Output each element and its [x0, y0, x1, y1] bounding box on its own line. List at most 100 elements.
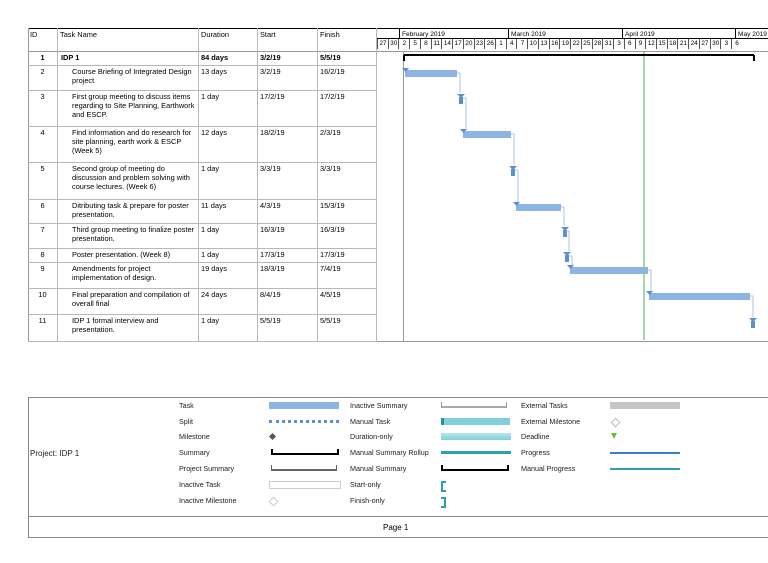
- legend-label: Manual Progress: [521, 464, 576, 473]
- timescale-tick: [377, 39, 378, 49]
- cell-task-name: Poster presentation. (Week 8): [72, 250, 171, 259]
- cell-id: 4: [40, 128, 45, 137]
- table-top-border: [28, 28, 768, 29]
- timescale-tick: [634, 39, 636, 49]
- timescale-day: 27: [701, 40, 709, 47]
- cell-task-name: IDP 1 formal interview and presentation.: [72, 316, 159, 335]
- cell-task-name: Course Briefing of Integrated Design pro…: [72, 67, 192, 86]
- task-bar: [649, 293, 750, 300]
- timescale-tick: [537, 39, 539, 49]
- task-bar-short: [563, 230, 567, 237]
- cell-start: 18/2/19: [260, 128, 285, 137]
- task-link: [569, 255, 573, 265]
- cell-finish: 17/3/19: [320, 250, 345, 259]
- timescale-day: 2: [402, 40, 407, 47]
- row-divider: [28, 65, 377, 66]
- legend-label: External Tasks: [521, 401, 568, 410]
- legend-summary-symbol: [271, 449, 339, 455]
- cell-finish: 16/3/19: [320, 225, 345, 234]
- timescale-tick: [387, 39, 389, 49]
- cell-id: 10: [38, 290, 47, 299]
- row-divider: [28, 248, 377, 249]
- cell-id: 5: [40, 164, 45, 173]
- chart-left-border: [403, 51, 404, 342]
- legend-label: Deadline: [521, 432, 550, 441]
- row-divider: [28, 90, 377, 91]
- summary-bar-start-cap: [403, 55, 405, 61]
- task-bar-marker: [457, 94, 465, 98]
- col-divider-duration: [257, 28, 258, 342]
- task-link: [750, 295, 754, 317]
- legend-external-milestone-symbol: [610, 417, 621, 428]
- cell-id: 9: [40, 264, 45, 273]
- timescale-day: 10: [529, 40, 537, 47]
- row-divider: [28, 341, 377, 342]
- timescale-tick: [559, 39, 561, 49]
- legend-manual-summary-symbol: [441, 465, 509, 471]
- task-bar-start-marker: [567, 265, 574, 269]
- task-bar: [570, 267, 648, 274]
- cell-start: 3/3/19: [260, 164, 281, 173]
- page-number: Page 1: [383, 523, 409, 532]
- table-header-divider: [28, 51, 768, 52]
- cell-start: 18/3/19: [260, 264, 285, 273]
- cell-task-name: First group meeting to discuss items reg…: [72, 92, 195, 120]
- timescale-tick: [655, 39, 657, 49]
- timescale-tick: [409, 39, 411, 49]
- cell-id: 3: [40, 92, 45, 101]
- timescale-day: 25: [583, 40, 591, 47]
- task-bar-start-marker: [513, 202, 520, 206]
- timescale-day: 23: [476, 40, 484, 47]
- row-divider: [28, 262, 377, 263]
- cell-finish: 4/5/19: [320, 290, 341, 299]
- timescale-day: 18: [669, 40, 677, 47]
- legend-manual-progress-symbol: [610, 468, 680, 470]
- timescale-tick: [516, 39, 518, 49]
- legend-label: External Milestone: [521, 417, 581, 426]
- legend-label: Project Summary: [179, 464, 235, 473]
- cell-start: 4/3/19: [260, 201, 281, 210]
- col-header-start: Start: [260, 30, 276, 39]
- cell-task-name: IDP 1: [61, 53, 80, 62]
- cell-start: 3/2/19: [260, 53, 281, 62]
- row-divider: [28, 314, 377, 315]
- timescale-day: 19: [561, 40, 569, 47]
- legend-label: Summary: [179, 448, 210, 457]
- cell-finish: 16/2/19: [320, 67, 345, 76]
- cell-start: 5/5/19: [260, 316, 281, 325]
- cell-id: 7: [40, 225, 45, 234]
- timescale-tick: [495, 39, 497, 49]
- task-bar-marker: [749, 318, 757, 322]
- legend-label: Duration-only: [350, 432, 393, 441]
- legend-inactive-summary-symbol: [441, 402, 507, 408]
- timescale-day: 28: [594, 40, 602, 47]
- legend-label: Finish-only: [350, 496, 385, 505]
- row-divider: [28, 223, 377, 224]
- legend-label: Split: [179, 417, 193, 426]
- timescale-day: 5: [413, 40, 417, 47]
- timescale-day: 11: [433, 40, 440, 47]
- task-bar-short: [751, 321, 755, 328]
- legend-finish-only-symbol: [441, 497, 446, 508]
- timescale-tick: [441, 39, 443, 49]
- task-bar-marker: [509, 166, 517, 170]
- timescale-tick: [602, 39, 604, 49]
- timescale-tick: [430, 39, 432, 49]
- timescale-day: 21: [679, 40, 687, 47]
- legend-start-only-symbol: [441, 481, 446, 492]
- timescale-divider: [377, 38, 768, 39]
- timescale-tick: [570, 39, 572, 49]
- timescale-day: 15: [658, 40, 666, 47]
- cell-duration: 1 day: [201, 316, 220, 325]
- col-header-id: ID: [30, 30, 38, 39]
- task-link: [561, 206, 565, 226]
- timescale-month-divider: [735, 29, 736, 38]
- timescale-tick: [505, 39, 507, 49]
- cell-start: 16/3/19: [260, 225, 285, 234]
- col-header-finish: Finish: [320, 30, 340, 39]
- timescale-day: 12: [647, 40, 655, 47]
- cell-duration: 19 days: [201, 264, 227, 273]
- timescale-day: 26: [486, 40, 494, 47]
- legend-split-symbol: [269, 420, 339, 423]
- project-label: Project: IDP 1: [30, 449, 80, 458]
